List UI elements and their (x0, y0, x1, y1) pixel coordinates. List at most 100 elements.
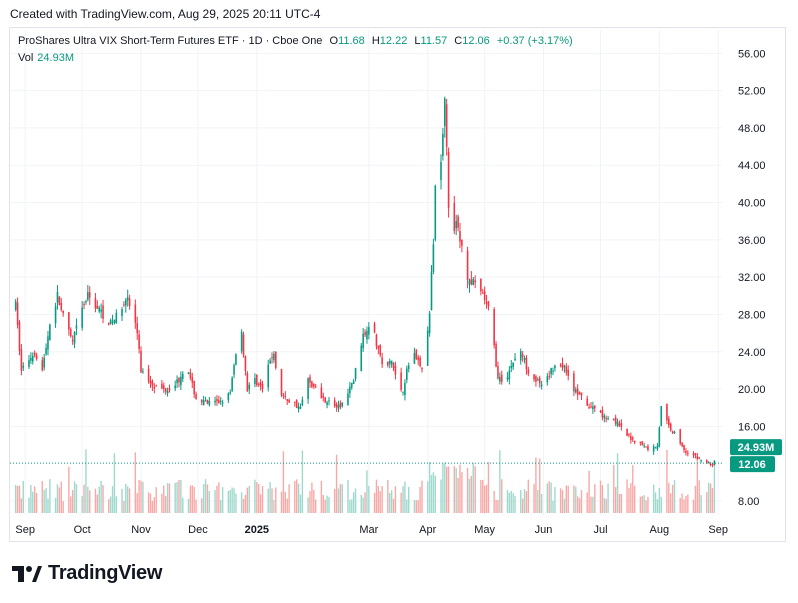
candle-body (453, 202, 456, 231)
volume-bar (70, 496, 72, 513)
candle-body (311, 381, 313, 388)
candle-body (500, 374, 503, 382)
volume-bar (134, 452, 137, 513)
candle-body (375, 334, 378, 347)
volume-bar (322, 494, 324, 513)
volume-bar (696, 456, 699, 513)
change-value: +0.37 (+3.17%) (496, 35, 573, 47)
candle-body (559, 365, 562, 367)
volume-bar (14, 484, 17, 513)
candle-body (514, 358, 516, 361)
volume-bar (240, 492, 243, 513)
candle-body (459, 231, 461, 242)
volume-bar (586, 492, 588, 513)
volume-bar (273, 499, 275, 513)
volume-bar (419, 486, 421, 513)
candle-body (442, 133, 444, 157)
volume-bar (125, 483, 127, 513)
candle-body (692, 453, 695, 456)
candle-body (214, 400, 216, 403)
volume-bar (670, 493, 672, 513)
candle-body (231, 377, 233, 391)
candle-body (14, 301, 17, 310)
volume-bar (561, 490, 564, 513)
candle-body (413, 353, 416, 364)
candle-body (669, 423, 672, 431)
volume-bar (461, 472, 463, 513)
candle-body (322, 395, 325, 398)
volume-bar (168, 483, 171, 513)
candle-body (440, 161, 442, 180)
volume-bar (62, 500, 64, 513)
candle-body (75, 325, 78, 329)
candle-body (221, 402, 224, 404)
candle-body (630, 436, 632, 440)
volume-bar (193, 486, 195, 513)
candle-body (149, 380, 152, 384)
volume-label: Vol (18, 52, 34, 64)
volume-bar (109, 496, 112, 513)
candle-body (567, 369, 570, 376)
volume-bar (81, 495, 83, 513)
candle-body (388, 360, 391, 364)
candle-body (109, 319, 112, 324)
candle-body (98, 307, 101, 312)
volume-bar (434, 475, 437, 513)
chart-frame[interactable] (9, 27, 786, 542)
candle-body (658, 427, 661, 447)
volume-bar (527, 479, 530, 513)
volume-bar (708, 482, 710, 513)
y-tick-label: 20.00 (738, 384, 766, 396)
candle-body (314, 386, 317, 388)
volume-bar (493, 490, 495, 513)
candle-body (62, 311, 64, 314)
volume-bar (421, 480, 423, 513)
tradingview-logo[interactable]: TradingView (12, 562, 162, 585)
symbol-name: ProShares Ultra VIX Short-Term Futures E… (18, 35, 323, 47)
volume-bar (326, 495, 328, 513)
candle-body (402, 391, 404, 393)
volume-bar (267, 488, 269, 513)
volume-bar (187, 498, 190, 513)
low-value: 11.57 (420, 35, 448, 47)
candle-body (614, 417, 617, 424)
candle-body (377, 346, 380, 349)
candle-body (525, 357, 528, 370)
candle-body (208, 400, 211, 406)
candle-body (295, 400, 298, 408)
candle-body (267, 364, 270, 388)
volume-bar (71, 490, 74, 513)
candle-body (390, 360, 393, 365)
candle-body (134, 304, 137, 323)
volume-bar (548, 481, 550, 513)
volume-bar (482, 479, 484, 513)
candle-body (485, 302, 488, 304)
candle-body (694, 453, 697, 456)
candle-body (31, 355, 34, 362)
candle-body (654, 447, 657, 449)
candle-body (373, 323, 376, 333)
volume-bar (377, 486, 380, 513)
volume-bar (75, 484, 78, 513)
candle-body (368, 327, 370, 335)
candle-body (537, 379, 539, 381)
candle-body (673, 431, 676, 434)
candle-body (497, 366, 499, 379)
volume-bar (455, 468, 457, 513)
volume-bar (603, 498, 605, 513)
volume-bar (229, 490, 231, 513)
volume-bar (320, 480, 323, 513)
candle-body (16, 302, 19, 325)
volume-bar (660, 496, 662, 513)
candle-body (493, 309, 495, 346)
candle-body (696, 456, 699, 459)
volume-bar (632, 465, 634, 513)
volume-bar (216, 485, 218, 513)
candle-body (30, 358, 32, 361)
candle-body (288, 399, 290, 403)
candle-body (350, 383, 353, 388)
volume-bar (685, 495, 687, 513)
candle-body (487, 301, 490, 307)
volume-bar (214, 490, 216, 513)
